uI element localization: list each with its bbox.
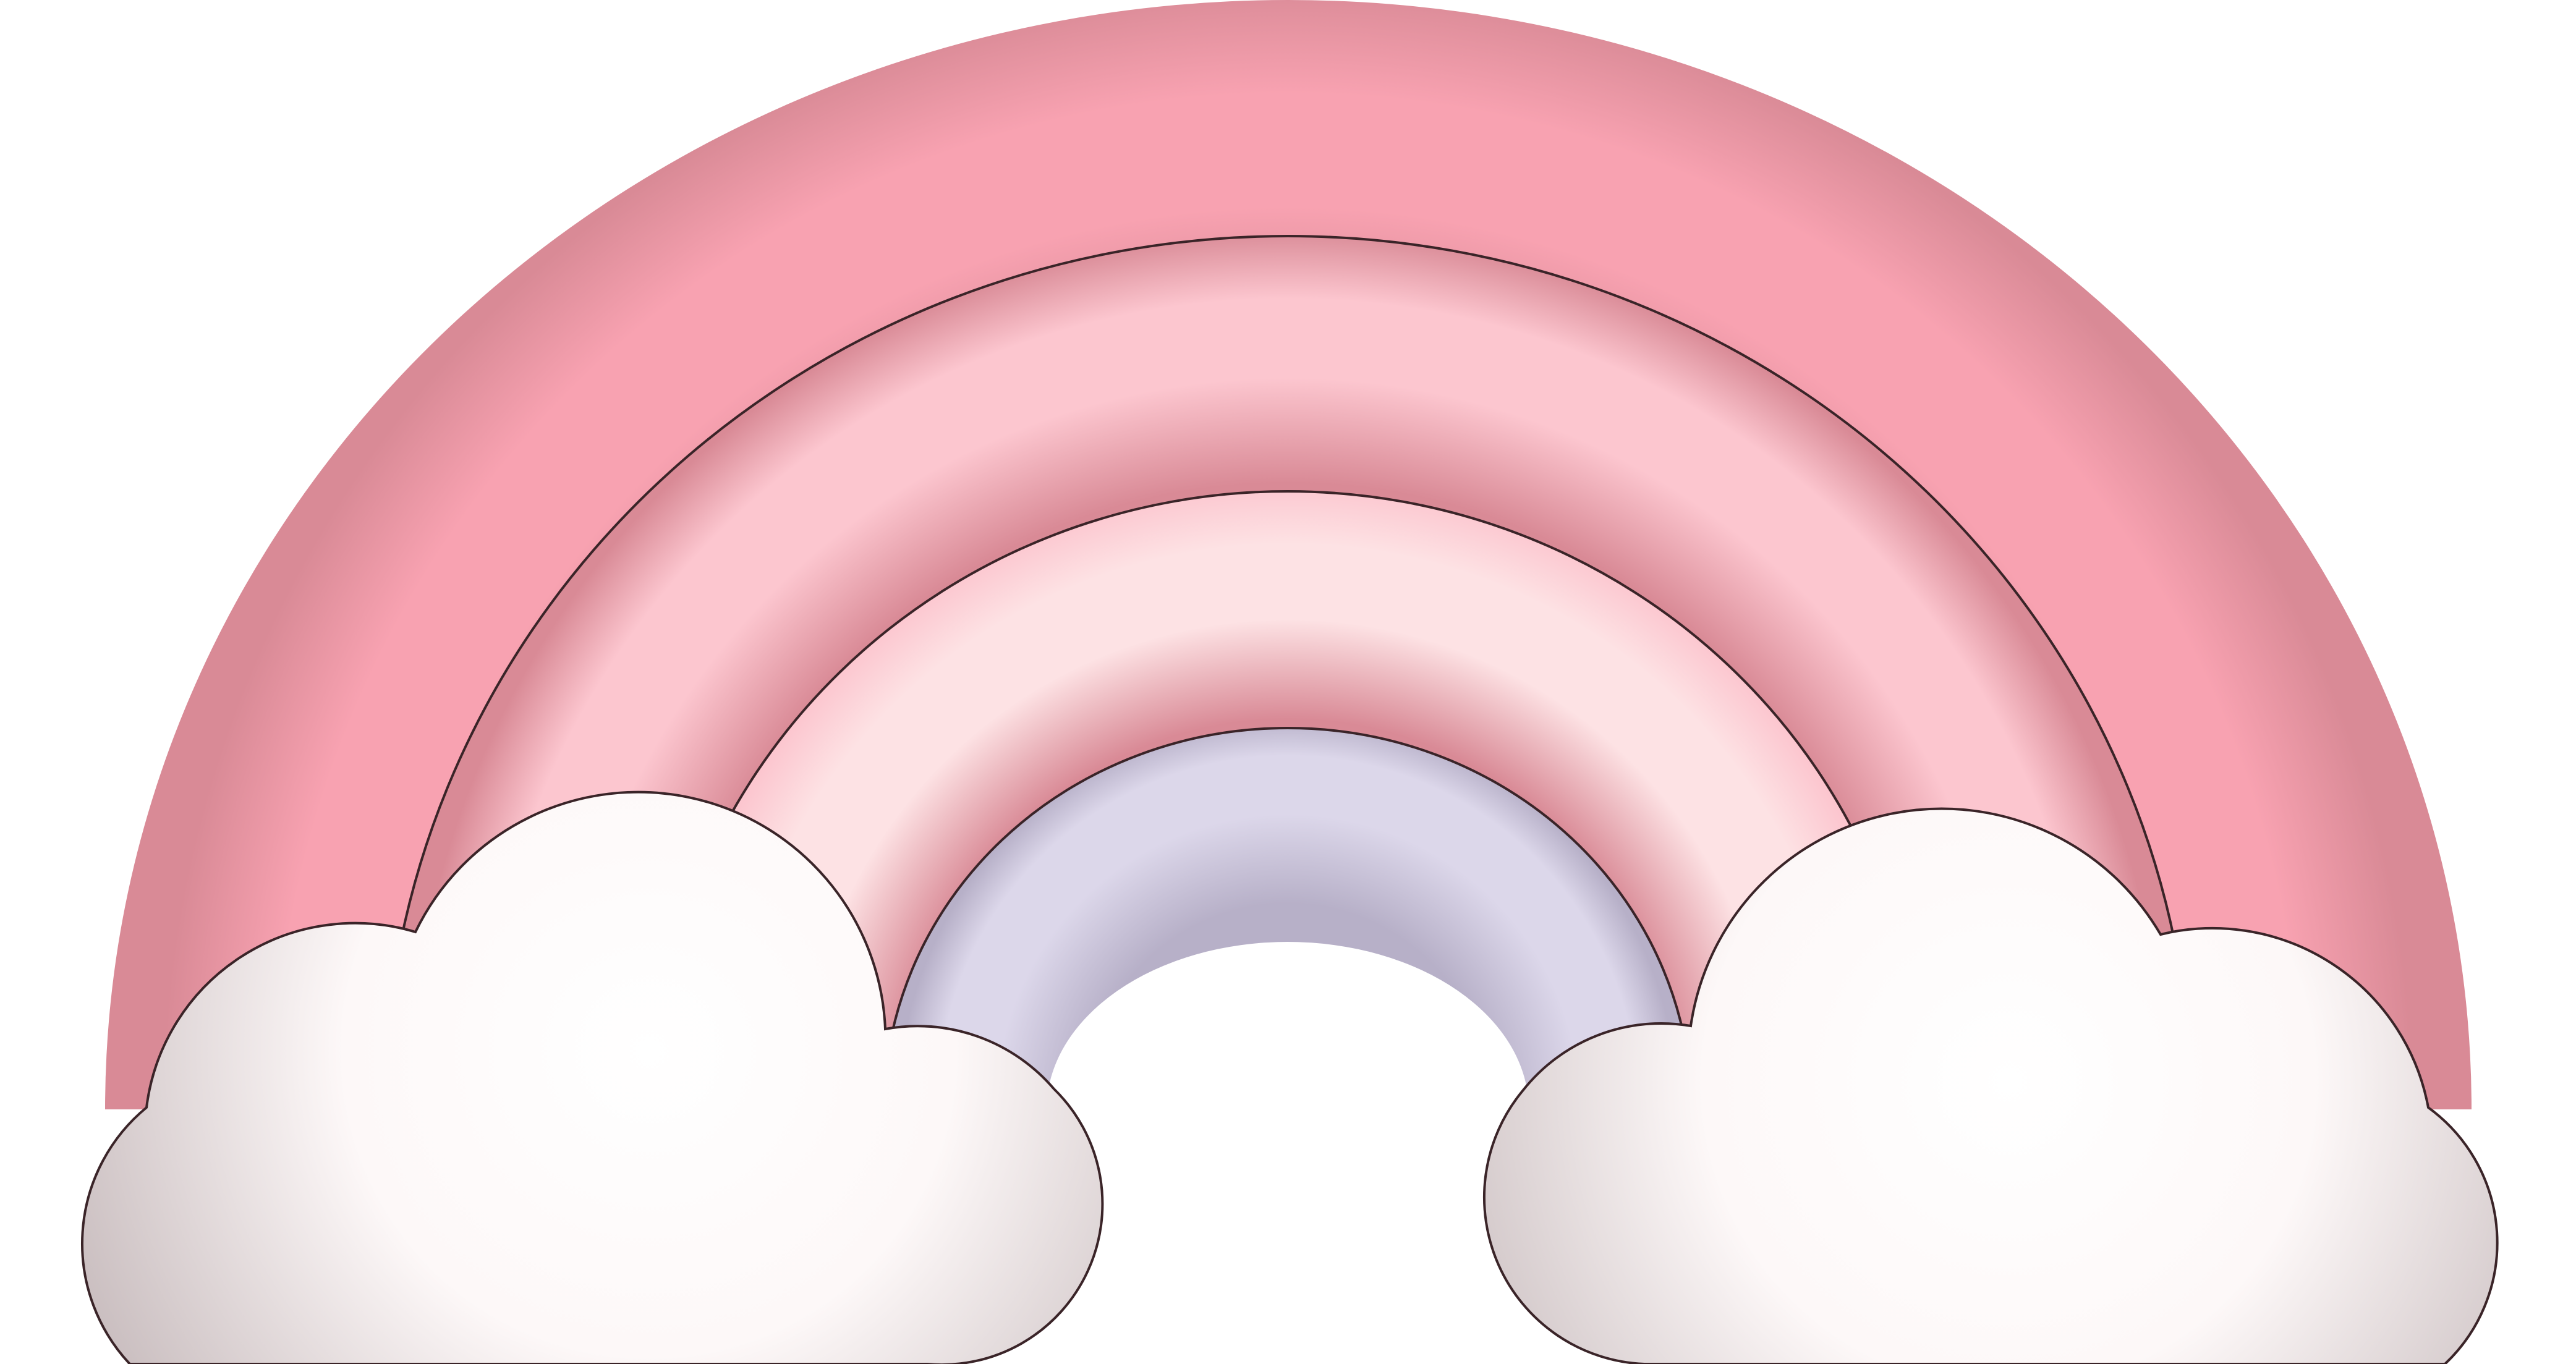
divider-outer (383, 235, 2193, 1110)
divider-second (653, 490, 1923, 1110)
divider-third (883, 727, 1693, 1110)
rainbow-band-dividers (383, 235, 2193, 1110)
cloud-right-shape (1482, 807, 2499, 1364)
rainbow-band-outer (105, 0, 2472, 1109)
cloud-right (1482, 807, 2499, 1364)
rainbow-band-second (384, 236, 2191, 1109)
rainbow-band-inner (884, 728, 1691, 1109)
rainbow-band-third (654, 491, 1921, 1109)
cloud-left-shape (81, 790, 1104, 1364)
cloud-left (81, 790, 1104, 1364)
